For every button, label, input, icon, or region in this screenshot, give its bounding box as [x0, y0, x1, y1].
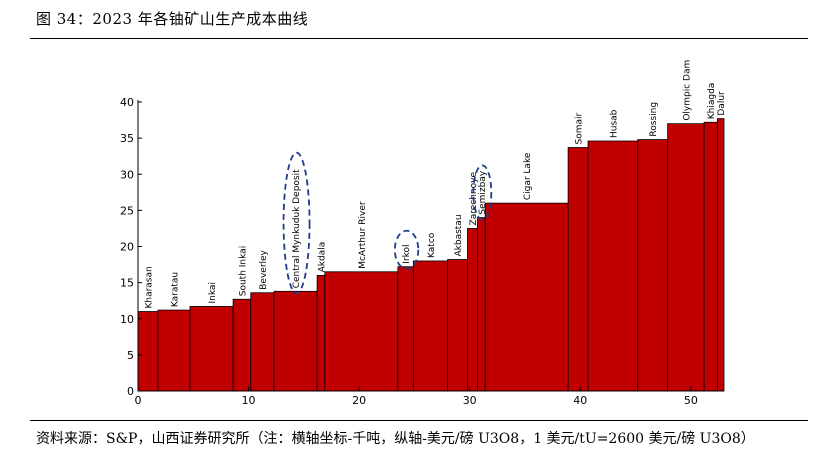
bar-akdala [316, 274, 326, 392]
bar-somair [567, 147, 589, 392]
bar-label: Akdala [317, 242, 327, 273]
bar-olympic-dam [667, 123, 705, 392]
x-tick-label: 40 [573, 394, 587, 407]
y-tick-label: 20 [120, 241, 134, 254]
x-tick-label: 0 [135, 394, 142, 407]
bar-cigar-lake [484, 202, 569, 392]
bar-kharasan [137, 311, 159, 392]
source-note: 资料来源：S&P，山西证券研究所（注：横轴坐标-千吨，纵轴-美元/磅 U3O8，… [36, 431, 755, 447]
top-rule [30, 38, 808, 39]
y-tick-label: 15 [120, 277, 134, 290]
bar-katco [412, 260, 448, 392]
bar-label: Husab [609, 109, 619, 138]
bar-label: Khiagda [707, 83, 717, 120]
y-tick-label: 35 [120, 132, 134, 145]
x-tick-label: 50 [684, 394, 698, 407]
bar-label: Semizbay [478, 170, 488, 214]
bar-label: Beverley [259, 249, 269, 289]
bar-label: Dalur [717, 91, 727, 116]
y-tick-label: 25 [120, 204, 134, 217]
bar-inkai [189, 306, 234, 392]
bar-label: Akbastau [454, 214, 464, 256]
highlight-ellipse-semizbay [472, 164, 493, 221]
bar-label: Karatau [170, 272, 180, 307]
y-tick-label: 5 [127, 349, 134, 362]
bar-mcarthur-river [324, 271, 399, 392]
bar-label: Somair [575, 113, 585, 145]
bar-beverley [250, 292, 275, 392]
bar-label: South Inkai [238, 246, 248, 296]
bar-dalur [716, 118, 725, 392]
y-tick-label: 30 [120, 168, 134, 181]
bar-south-inkai [232, 298, 252, 392]
x-tick-label: 10 [242, 394, 256, 407]
bar-label: Katco [427, 232, 437, 258]
bar-karatau [157, 309, 191, 392]
bar-irkol [397, 266, 414, 392]
bar-husab [587, 140, 639, 392]
bar-semizbay [477, 217, 486, 392]
bar-label: Central Mynkuduk Deposit [292, 169, 302, 288]
bar-label: Kharasan [144, 266, 154, 308]
bar-rossing [637, 139, 669, 392]
y-tick-label: 10 [120, 313, 134, 326]
x-tick-label: 20 [352, 394, 366, 407]
x-tick-label: 30 [463, 394, 477, 407]
bar-zarechnoye [467, 228, 478, 392]
bar-akbastau [447, 259, 468, 392]
bar-central-mynkuduk-deposit [273, 290, 318, 392]
bar-label: McArthur River [358, 201, 368, 269]
figure-title: 图 34：2023 年各铀矿山生产成本曲线 [36, 10, 309, 28]
bar-label: Olympic Dam [682, 60, 692, 121]
bottom-rule [30, 420, 808, 421]
y-tick-label: 40 [120, 96, 134, 109]
highlight-ellipse-central-mynkuduk-deposit [282, 151, 311, 295]
bar-khiagda [703, 121, 718, 392]
y-tick-label: 0 [127, 385, 134, 398]
bar-label: Inkai [208, 282, 218, 303]
bar-label: Irkol [402, 244, 412, 263]
bar-label: Cigar Lake [523, 152, 533, 200]
highlight-ellipse-irkol [393, 229, 420, 270]
bar-label: Rossing [649, 102, 659, 137]
